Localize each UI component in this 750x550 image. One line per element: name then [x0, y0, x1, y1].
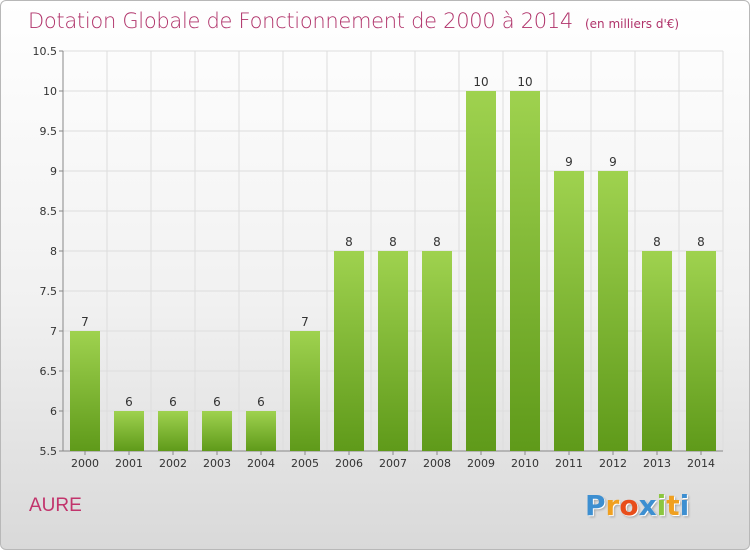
bar-value-label: 6	[257, 395, 265, 409]
x-tick-label: 2010	[511, 457, 539, 470]
bar	[510, 91, 540, 451]
bar	[70, 331, 100, 451]
bar-value-label: 8	[697, 235, 705, 249]
y-tick-label: 7.5	[40, 285, 58, 298]
logo-letter: i	[679, 489, 690, 522]
x-tick-label: 2011	[555, 457, 583, 470]
x-tick-label: 2003	[203, 457, 231, 470]
bar	[598, 171, 628, 451]
y-tick-label: 9	[50, 165, 57, 178]
logo-letter: x	[638, 489, 657, 522]
y-tick-label: 6.5	[40, 365, 58, 378]
bar-value-label: 6	[125, 395, 133, 409]
x-tick-label: 2004	[247, 457, 275, 470]
x-tick-label: 2000	[71, 457, 99, 470]
x-tick-label: 2013	[643, 457, 671, 470]
labels: 5.5 6 6.5 7 7.5 8 8.5 9 9.5 10 10.5 7 2000 6 2001 6 2002…	[33, 45, 716, 470]
bar	[378, 251, 408, 451]
location-label: AURE	[29, 495, 82, 516]
proxiti-logo: Proxiti	[585, 489, 689, 522]
x-tick-label: 2005	[291, 457, 319, 470]
x-tick-label: 2008	[423, 457, 451, 470]
bar-value-label: 7	[81, 315, 89, 329]
bars	[70, 91, 716, 451]
chart-title-main: Dotation Globale de Fonctionnement de 20…	[28, 9, 573, 33]
bar-value-label: 8	[389, 235, 397, 249]
x-tick-label: 2009	[467, 457, 495, 470]
logo-letter: r	[605, 489, 620, 522]
bar-value-label: 8	[653, 235, 661, 249]
bar-value-label: 10	[473, 75, 488, 89]
bar-value-label: 8	[433, 235, 441, 249]
y-tick-label: 10.5	[33, 45, 58, 58]
bar	[246, 411, 276, 451]
bar	[334, 251, 364, 451]
bar-value-label: 9	[609, 155, 617, 169]
logo-letter: o	[619, 489, 639, 522]
chart-title: Dotation Globale de Fonctionnement de 20…	[28, 9, 679, 33]
bar-value-label: 10	[517, 75, 532, 89]
y-tick-label: 7	[50, 325, 57, 338]
chart-subtitle: (en milliers d'€)	[584, 17, 680, 31]
bar	[202, 411, 232, 451]
x-tick-label: 2002	[159, 457, 187, 470]
x-tick-label: 2001	[115, 457, 143, 470]
logo-letter: i	[656, 489, 667, 522]
bar-value-label: 8	[345, 235, 353, 249]
x-tick-label: 2012	[599, 457, 627, 470]
x-tick-label: 2006	[335, 457, 363, 470]
bar-value-label: 7	[301, 315, 309, 329]
x-tick-label: 2014	[687, 457, 715, 470]
bar	[422, 251, 452, 451]
bar-value-label: 9	[565, 155, 573, 169]
y-tick-label: 8.5	[40, 205, 58, 218]
y-tick-label: 9.5	[40, 125, 58, 138]
bar	[158, 411, 188, 451]
y-tick-label: 8	[50, 245, 57, 258]
y-tick-label: 6	[50, 405, 57, 418]
bar-chart: 5.5 6 6.5 7 7.5 8 8.5 9 9.5 10 10.5 7 2000 6 2001 6 2002…	[33, 45, 724, 470]
bar	[114, 411, 144, 451]
y-tick-label: 10	[43, 85, 57, 98]
bar	[642, 251, 672, 451]
y-tick-label: 5.5	[40, 445, 58, 458]
bar-value-label: 6	[169, 395, 177, 409]
logo-letter: P	[585, 489, 606, 522]
bar-value-label: 6	[213, 395, 221, 409]
x-tick-label: 2007	[379, 457, 407, 470]
bar	[466, 91, 496, 451]
bar	[290, 331, 320, 451]
bar	[554, 171, 584, 451]
logo-letter: t	[666, 489, 680, 522]
bar	[686, 251, 716, 451]
